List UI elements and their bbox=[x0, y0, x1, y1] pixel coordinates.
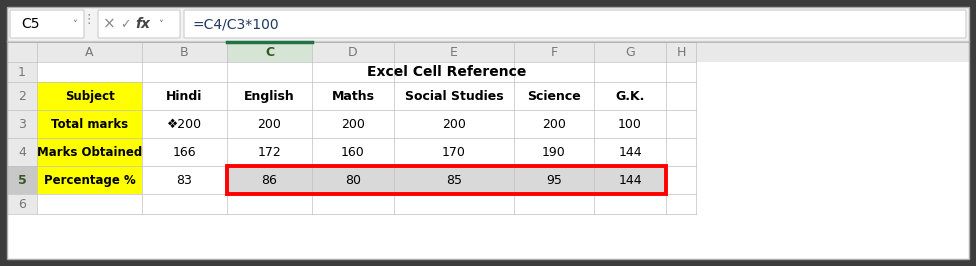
Text: A: A bbox=[85, 46, 94, 59]
Bar bbox=[312, 166, 394, 194]
Text: 166: 166 bbox=[173, 146, 196, 159]
Bar bbox=[7, 7, 969, 41]
Text: E: E bbox=[450, 46, 458, 59]
Text: 100: 100 bbox=[618, 118, 642, 131]
Text: Percentage %: Percentage % bbox=[44, 174, 136, 187]
Text: fx: fx bbox=[136, 18, 150, 31]
Bar bbox=[394, 166, 514, 194]
Text: 85: 85 bbox=[446, 174, 462, 187]
Text: Total marks: Total marks bbox=[51, 118, 128, 131]
Text: 200: 200 bbox=[341, 118, 365, 131]
Text: 160: 160 bbox=[342, 146, 365, 159]
FancyBboxPatch shape bbox=[98, 10, 180, 38]
Text: B: B bbox=[181, 46, 188, 59]
Text: 95: 95 bbox=[546, 174, 562, 187]
Text: =C4/C3*100: =C4/C3*100 bbox=[193, 18, 280, 31]
Text: H: H bbox=[676, 46, 686, 59]
Text: G.K.: G.K. bbox=[615, 90, 645, 103]
Text: ×: × bbox=[102, 17, 115, 32]
Text: 3: 3 bbox=[19, 118, 26, 131]
Text: D: D bbox=[348, 46, 358, 59]
Bar bbox=[7, 110, 37, 138]
Text: Subject: Subject bbox=[64, 90, 114, 103]
Text: ❖200: ❖200 bbox=[167, 118, 202, 131]
Text: Hindi: Hindi bbox=[166, 90, 203, 103]
Bar bbox=[227, 166, 666, 194]
Text: 200: 200 bbox=[258, 118, 281, 131]
Bar bbox=[594, 166, 666, 194]
Text: F: F bbox=[550, 46, 557, 59]
Text: 170: 170 bbox=[442, 146, 466, 159]
Text: Marks Obtained: Marks Obtained bbox=[37, 146, 142, 159]
Text: Science: Science bbox=[527, 90, 581, 103]
Text: 2: 2 bbox=[19, 90, 26, 103]
Text: 80: 80 bbox=[345, 174, 361, 187]
Text: C5: C5 bbox=[21, 18, 39, 31]
Text: 200: 200 bbox=[442, 118, 466, 131]
Text: 83: 83 bbox=[177, 174, 192, 187]
Text: 6: 6 bbox=[19, 198, 26, 211]
Text: ✓: ✓ bbox=[120, 18, 130, 31]
Text: 1: 1 bbox=[19, 66, 26, 79]
Text: ˅: ˅ bbox=[158, 19, 163, 30]
Text: 190: 190 bbox=[542, 146, 566, 159]
Text: Maths: Maths bbox=[332, 90, 375, 103]
Text: 144: 144 bbox=[618, 174, 642, 187]
Text: ⋮: ⋮ bbox=[83, 14, 96, 27]
FancyBboxPatch shape bbox=[10, 10, 84, 38]
FancyBboxPatch shape bbox=[184, 10, 966, 38]
Text: 172: 172 bbox=[258, 146, 281, 159]
Bar bbox=[7, 62, 37, 82]
Text: C: C bbox=[264, 46, 274, 59]
Text: English: English bbox=[244, 90, 295, 103]
Text: ˅: ˅ bbox=[72, 19, 77, 30]
Bar bbox=[514, 166, 594, 194]
Text: 200: 200 bbox=[542, 118, 566, 131]
Bar bbox=[37, 82, 142, 110]
Bar bbox=[227, 166, 312, 194]
Text: Social Studies: Social Studies bbox=[405, 90, 504, 103]
Text: 5: 5 bbox=[18, 174, 26, 187]
Bar bbox=[7, 42, 969, 62]
Text: G: G bbox=[625, 46, 634, 59]
Bar bbox=[7, 194, 37, 214]
Bar bbox=[7, 82, 37, 110]
Text: 4: 4 bbox=[19, 146, 26, 159]
Text: 86: 86 bbox=[262, 174, 277, 187]
Text: Excel Cell Reference: Excel Cell Reference bbox=[367, 65, 526, 80]
Text: 144: 144 bbox=[618, 146, 642, 159]
Bar bbox=[7, 138, 37, 166]
Bar bbox=[37, 138, 142, 166]
Bar bbox=[7, 166, 37, 194]
Bar bbox=[37, 110, 142, 138]
Bar bbox=[37, 166, 142, 194]
Bar bbox=[227, 42, 312, 62]
